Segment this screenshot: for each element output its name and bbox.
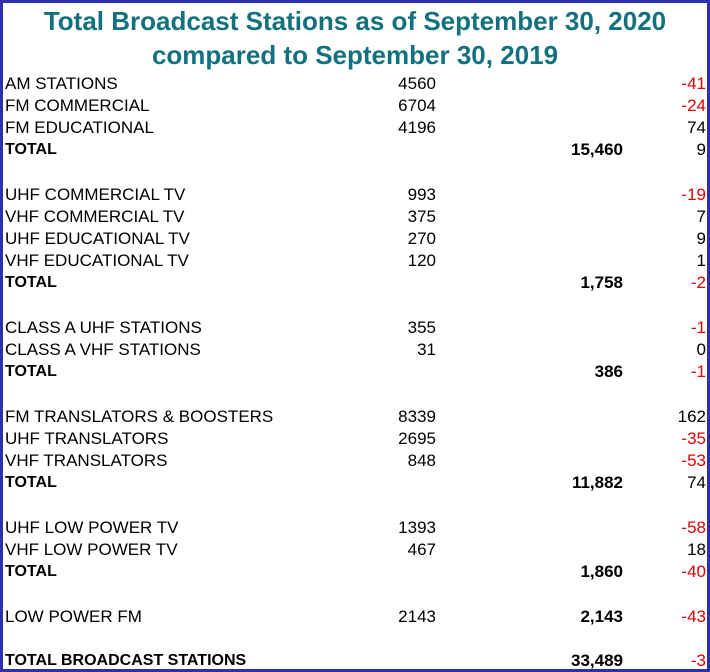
row-change: 9	[696, 229, 706, 248]
row-change: 0	[696, 340, 706, 359]
row-count: 8339	[398, 407, 436, 426]
row-label: TOTAL	[5, 141, 57, 158]
table-row: VHF EDUCATIONAL TV 120 1	[3, 250, 707, 272]
row-change: -1	[690, 362, 706, 381]
row-change: -53	[681, 451, 706, 470]
row-label: FM TRANSLATORS & BOOSTERS	[5, 407, 274, 426]
row-change: -19	[681, 185, 706, 204]
row-total: 2,143	[580, 607, 623, 626]
row-label: UHF LOW POWER TV	[5, 518, 179, 537]
row-change: -41	[681, 74, 706, 93]
row-total: 11,882	[571, 473, 623, 492]
table-row: UHF COMMERCIAL TV 993 -19	[3, 184, 707, 206]
row-change: -1	[690, 318, 706, 337]
row-total: 15,460	[571, 140, 623, 159]
table-row: CLASS A UHF STATIONS 355 -1	[3, 317, 707, 339]
row-change: -35	[681, 429, 706, 448]
row-change: -24	[681, 96, 706, 115]
row-change: -58	[681, 518, 706, 537]
row-label: TOTAL	[5, 563, 57, 580]
row-change: -40	[681, 562, 706, 581]
row-change: 9	[696, 140, 706, 159]
table-row: VHF TRANSLATORS 848 -53	[3, 450, 707, 472]
grand-total-row: TOTAL BROADCAST STATIONS 33,489 -3	[3, 650, 707, 672]
row-label: UHF TRANSLATORS	[5, 429, 169, 448]
row-count: 6704	[398, 96, 436, 115]
row-change: 1	[696, 251, 706, 270]
row-change: 18	[687, 540, 706, 559]
table-row: FM TRANSLATORS & BOOSTERS 8339 162	[3, 406, 707, 428]
row-count: 467	[407, 540, 436, 559]
total-row: TOTAL 1,758 -2	[3, 272, 707, 294]
report-subtitle: compared to September 30, 2019	[151, 40, 559, 70]
total-row: TOTAL 386 -1	[3, 361, 707, 383]
table-row: UHF EDUCATIONAL TV 270 9	[3, 228, 707, 250]
table-row: FM EDUCATIONAL 4196 74	[3, 117, 707, 139]
row-change: -43	[681, 607, 706, 626]
total-row: TOTAL 11,882 74	[3, 472, 707, 494]
table-row: UHF LOW POWER TV 1393 -58	[3, 517, 707, 539]
row-label: VHF COMMERCIAL TV	[5, 207, 185, 226]
row-change: 7	[696, 207, 706, 226]
row-label: VHF TRANSLATORS	[5, 451, 168, 470]
row-change: 162	[677, 407, 706, 426]
row-count: 2143	[398, 607, 436, 626]
row-label: FM COMMERCIAL	[5, 96, 150, 115]
table-row: AM STATIONS 4560 -41	[3, 73, 707, 95]
row-label: UHF EDUCATIONAL TV	[5, 229, 190, 248]
row-total: 1,860	[580, 562, 623, 581]
table-row: FM COMMERCIAL 6704 -24	[3, 95, 707, 117]
row-label: CLASS A VHF STATIONS	[5, 340, 201, 359]
row-label: CLASS A UHF STATIONS	[5, 318, 202, 337]
table-row: LOW POWER FM 2143 2,143 -43	[3, 606, 707, 628]
row-label: TOTAL BROADCAST STATIONS	[5, 652, 247, 669]
row-count: 2695	[398, 429, 436, 448]
row-count: 993	[407, 185, 436, 204]
table-row: UHF TRANSLATORS 2695 -35	[3, 428, 707, 450]
row-label: TOTAL	[5, 274, 57, 291]
row-label: LOW POWER FM	[5, 607, 142, 626]
row-label: TOTAL	[5, 363, 57, 380]
row-total: 33,489	[571, 651, 623, 670]
row-count: 1393	[398, 518, 436, 537]
row-label: TOTAL	[5, 474, 57, 491]
row-label: VHF EDUCATIONAL TV	[5, 251, 189, 270]
table-row: VHF LOW POWER TV 467 18	[3, 539, 707, 561]
report-title: Total Broadcast Stations as of September…	[43, 6, 667, 36]
row-total: 386	[594, 362, 623, 381]
row-label: UHF COMMERCIAL TV	[5, 185, 186, 204]
row-count: 120	[407, 251, 436, 270]
row-change: -2	[690, 273, 706, 292]
row-count: 4196	[398, 118, 436, 137]
row-label: AM STATIONS	[5, 74, 118, 93]
row-count: 355	[407, 318, 436, 337]
row-change: 74	[687, 473, 706, 492]
row-count: 375	[407, 207, 436, 226]
row-label: VHF LOW POWER TV	[5, 540, 178, 559]
row-count: 848	[407, 451, 436, 470]
row-label: FM EDUCATIONAL	[5, 118, 154, 137]
table-row: VHF COMMERCIAL TV 375 7	[3, 206, 707, 228]
row-change: -3	[690, 651, 706, 670]
row-total: 1,758	[580, 273, 623, 292]
row-change: 74	[687, 118, 706, 137]
total-row: TOTAL 15,460 9	[3, 139, 707, 161]
total-row: TOTAL 1,860 -40	[3, 561, 707, 583]
row-count: 270	[407, 229, 436, 248]
table-row: CLASS A VHF STATIONS 31 0	[3, 339, 707, 361]
row-count: 4560	[398, 74, 436, 93]
row-count: 31	[417, 340, 436, 359]
